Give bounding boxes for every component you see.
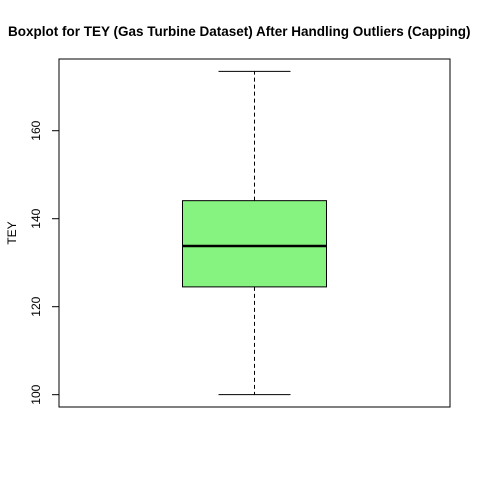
- y-tick-label: 140: [29, 208, 43, 228]
- chart-title: Boxplot for TEY (Gas Turbine Dataset) Af…: [8, 24, 471, 39]
- y-axis: 100 120 140 160: [29, 120, 60, 405]
- box-group: [182, 70, 327, 396]
- y-tick-label: 120: [29, 296, 43, 316]
- y-tick-label: 160: [29, 120, 43, 140]
- y-tick-label: 100: [29, 384, 43, 404]
- iqr-box: [182, 200, 327, 288]
- y-axis-label: TEY: [5, 221, 19, 244]
